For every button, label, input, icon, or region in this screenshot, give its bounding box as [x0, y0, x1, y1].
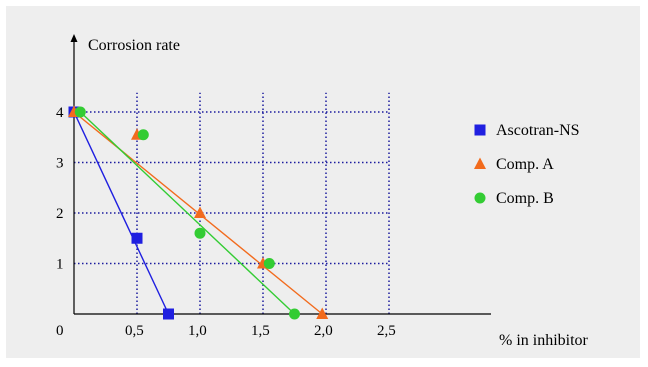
- fit-line-comp-b: [79, 111, 295, 315]
- legend-marker-comp-a: [474, 157, 486, 169]
- data-point-comp-b: [194, 227, 206, 239]
- fit-line-ascotran-ns: [73, 111, 170, 315]
- x-tick-label: 0,5: [125, 323, 144, 339]
- legend-marker-ascotran-ns: [474, 124, 486, 136]
- x-tick-label: 1,5: [251, 323, 270, 339]
- y-tick-label: 4: [56, 105, 64, 121]
- x-axis-label: % in inhibitor: [499, 332, 589, 349]
- data-point-comp-a: [316, 307, 329, 319]
- y-axis-label: Corrosion rate: [88, 37, 180, 54]
- data-point-comp-a: [194, 206, 206, 218]
- y-tick-label: 3: [56, 156, 64, 172]
- legend-label-comp-b: Comp. B: [496, 190, 554, 207]
- origin-label: 0: [56, 323, 64, 339]
- axes: Corrosion rate % in inhibitor 0: [56, 34, 589, 349]
- y-tick-label: 2: [56, 206, 64, 222]
- grid-lines: [74, 92, 390, 314]
- y-tick-label: 1: [56, 257, 64, 273]
- legend: Ascotran-NS Comp. A Comp. B: [474, 122, 580, 207]
- x-tick-label: 1,0: [188, 323, 207, 339]
- data-point-comp-b: [289, 308, 300, 320]
- chart-panel: Corrosion rate % in inhibitor 0 0,5 1,0 1,…: [6, 6, 640, 358]
- data-point-comp-b: [263, 258, 275, 269]
- legend-label-ascotran-ns: Ascotran-NS: [496, 122, 580, 139]
- tick-labels: 0,5 1,0 1,5 2,0 2,5 1 2 3 4: [56, 105, 396, 339]
- x-tick-label: 2,5: [377, 323, 396, 339]
- legend-label-comp-a: Comp. A: [496, 156, 554, 173]
- data-point-comp-b: [137, 129, 149, 141]
- data-markers: [68, 105, 329, 320]
- data-point-comp-b: [74, 106, 86, 118]
- data-point-ascotran-ns: [163, 308, 174, 320]
- data-point-ascotran-ns: [131, 232, 143, 244]
- x-tick-label: 2,0: [314, 323, 333, 339]
- legend-marker-comp-b: [474, 192, 486, 204]
- corrosion-chart: Corrosion rate % in inhibitor 0 0,5 1,0 1,…: [56, 34, 589, 349]
- y-axis-arrow: [70, 34, 78, 42]
